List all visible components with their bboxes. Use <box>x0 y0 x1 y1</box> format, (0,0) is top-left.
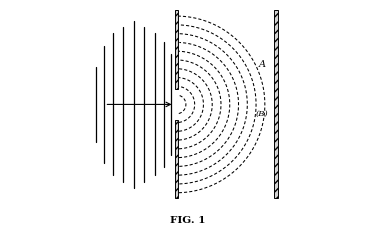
Text: (B): (B) <box>256 110 268 118</box>
Bar <box>174 10 178 89</box>
Text: FIG. 1: FIG. 1 <box>170 216 206 225</box>
Text: A: A <box>259 60 265 69</box>
Bar <box>174 120 178 198</box>
Bar <box>274 10 277 198</box>
